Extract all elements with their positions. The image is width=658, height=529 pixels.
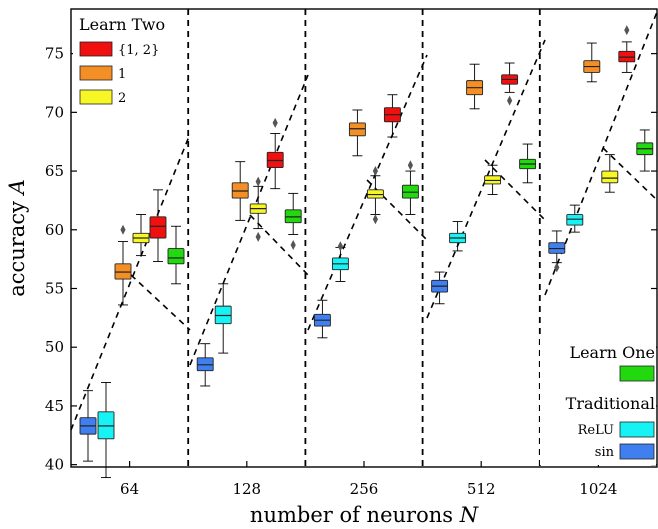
x-axis-title: number of neurons N	[250, 503, 479, 527]
box-body	[601, 170, 619, 184]
outlier-point	[624, 25, 630, 36]
box-mark	[313, 299, 331, 339]
box-mark	[284, 192, 302, 251]
x-tick-label: 1024	[579, 480, 617, 498]
y-tick-label: 55	[45, 279, 64, 297]
box-mark	[519, 143, 537, 184]
legend-learn-two-title: Learn Two	[79, 15, 165, 34]
box-mark	[466, 63, 484, 110]
box-mark	[348, 109, 366, 157]
x-tick-label: 64	[120, 480, 139, 498]
x-tick-label: 256	[350, 480, 379, 498]
legend-traditional-title: Traditional	[566, 394, 655, 413]
box-mark	[366, 166, 384, 225]
box-mark	[636, 129, 654, 172]
box-mark	[79, 390, 97, 462]
legend-swatch	[79, 89, 113, 105]
outlier-point	[255, 176, 261, 187]
box-mark	[231, 161, 249, 221]
legend-entry-label: ReLU	[578, 423, 614, 438]
dashed-guide-line	[70, 133, 191, 431]
dashed-guide-line	[544, 11, 658, 296]
legend-entry-label: {1, 2}	[118, 43, 159, 58]
box-mark	[401, 160, 419, 215]
outlier-point	[372, 166, 378, 177]
outlier-point	[407, 160, 413, 171]
box-mark	[484, 164, 502, 195]
legend-learn-two-bg	[73, 11, 170, 103]
box-mark	[132, 214, 150, 257]
y-tick-label: 50	[45, 338, 64, 356]
box-mark	[331, 241, 349, 282]
box-mark	[214, 283, 232, 354]
box-mark	[583, 42, 601, 83]
outlier-point	[120, 224, 126, 235]
dashed-guide-line	[249, 214, 309, 276]
y-axis-title: accuracy A	[5, 179, 29, 297]
outlier-point	[554, 262, 560, 273]
y-tick-label: 45	[45, 397, 64, 415]
legend-entry-label: 1	[118, 67, 126, 82]
box-mark	[383, 94, 401, 138]
legend-entry-label: sin	[595, 445, 615, 460]
x-tick-label: 128	[232, 480, 261, 498]
box-mark	[618, 25, 636, 73]
box-body	[149, 216, 167, 239]
box-mark	[566, 204, 584, 233]
box-body	[167, 248, 185, 265]
dashed-guide-line	[484, 159, 546, 221]
outlier-point	[255, 231, 261, 242]
y-tick-label: 70	[45, 103, 64, 121]
outlier-point	[372, 214, 378, 225]
outlier-point	[272, 117, 278, 128]
box-mark	[249, 176, 267, 242]
y-tick-label: 40	[45, 456, 64, 474]
legend-swatch	[79, 65, 113, 81]
box-mark	[167, 225, 185, 285]
legend-swatch	[619, 365, 655, 382]
y-tick-label: 75	[45, 45, 64, 63]
legend-swatch	[619, 443, 655, 460]
legend-swatch	[79, 41, 113, 57]
box-mark	[97, 381, 115, 479]
x-tick-label: 512	[467, 480, 496, 498]
y-tick-label: 60	[45, 221, 64, 239]
dashed-guide-line	[307, 54, 428, 331]
outlier-point	[507, 95, 513, 106]
dashed-guide-line	[602, 147, 658, 201]
box-mark	[431, 271, 449, 305]
box-mark	[149, 189, 167, 262]
legend-entry-label: 2	[118, 91, 126, 106]
outlier-point	[337, 241, 343, 252]
box-mark	[196, 343, 214, 387]
box-mark	[114, 224, 132, 306]
box-mark	[449, 221, 467, 252]
box-mark	[548, 230, 566, 273]
dashed-guide-line	[130, 274, 191, 331]
box-mark	[601, 154, 619, 193]
y-tick-label: 65	[45, 162, 64, 180]
outlier-point	[290, 240, 296, 251]
legend-learn-one-title: Learn One	[569, 343, 655, 362]
box-mark	[266, 117, 284, 190]
legend-swatch	[619, 421, 655, 438]
box-mark	[501, 62, 519, 106]
dashed-guide-line	[189, 74, 309, 366]
